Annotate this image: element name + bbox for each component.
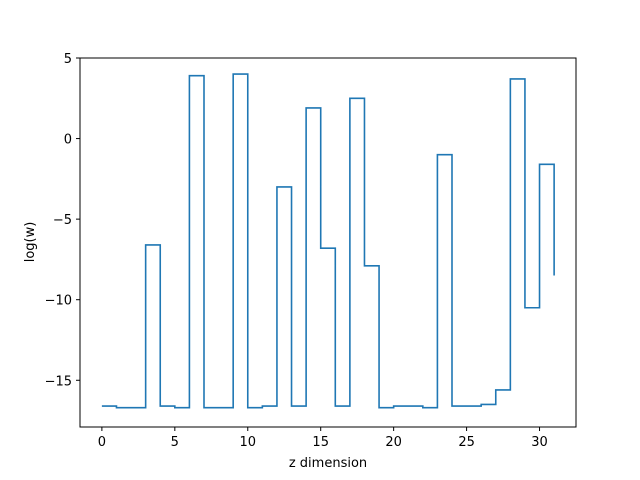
y-tick-label: 5 <box>64 52 72 67</box>
x-axis-label: z dimension <box>289 456 367 471</box>
y-axis-label: log(w) <box>23 222 38 263</box>
x-axis-ticks: 0 5 10 15 20 25 30 <box>98 427 548 450</box>
y-tick-label: −15 <box>45 374 72 389</box>
y-tick-label: −5 <box>53 213 72 228</box>
plot-area <box>101 73 555 409</box>
x-tick-label: 0 <box>98 435 106 450</box>
x-tick-label: 5 <box>171 435 179 450</box>
x-tick-label: 10 <box>239 435 256 450</box>
axes-frame <box>79 57 577 428</box>
series-line-0 <box>101 73 555 409</box>
x-tick-label: 30 <box>531 435 548 450</box>
x-tick-label: 15 <box>312 435 329 450</box>
y-axis-ticks: 5 0 −5 −10 −15 <box>45 52 80 389</box>
y-tick-label: 0 <box>64 133 72 148</box>
y-tick-label: −10 <box>45 294 72 309</box>
x-tick-label: 25 <box>458 435 475 450</box>
x-tick-label: 20 <box>385 435 402 450</box>
